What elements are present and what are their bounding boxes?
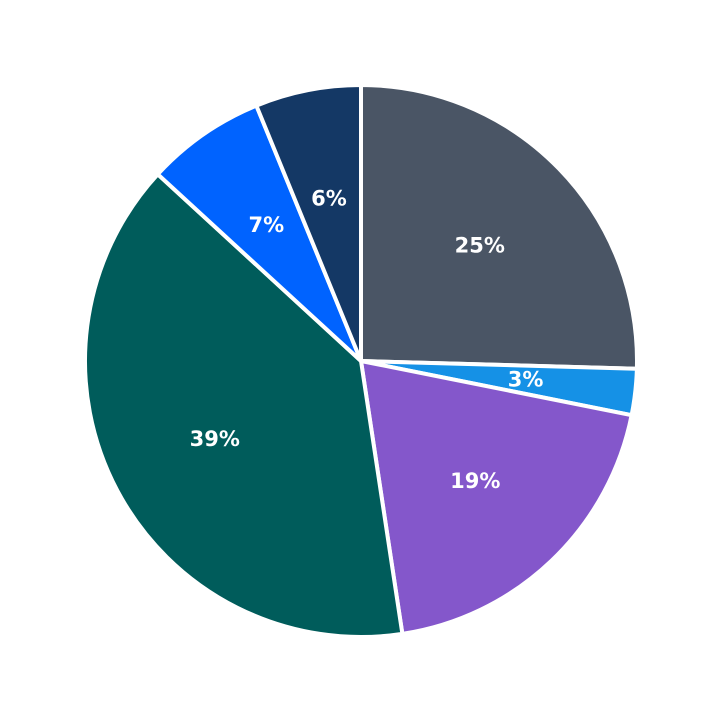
pie-slice-4 — [155, 103, 363, 363]
slice-label: 7% — [249, 213, 285, 237]
pie-slice-5 — [254, 83, 363, 363]
pie-slice-0 — [359, 83, 639, 371]
pie-slice-3 — [83, 172, 405, 639]
pie-slice-2 — [359, 359, 634, 636]
slice-label: 6% — [311, 187, 347, 211]
slice-label: 3% — [508, 368, 544, 392]
slice-label: 39% — [190, 427, 240, 451]
slice-label: 25% — [455, 234, 505, 258]
slice-label: 19% — [450, 469, 500, 493]
